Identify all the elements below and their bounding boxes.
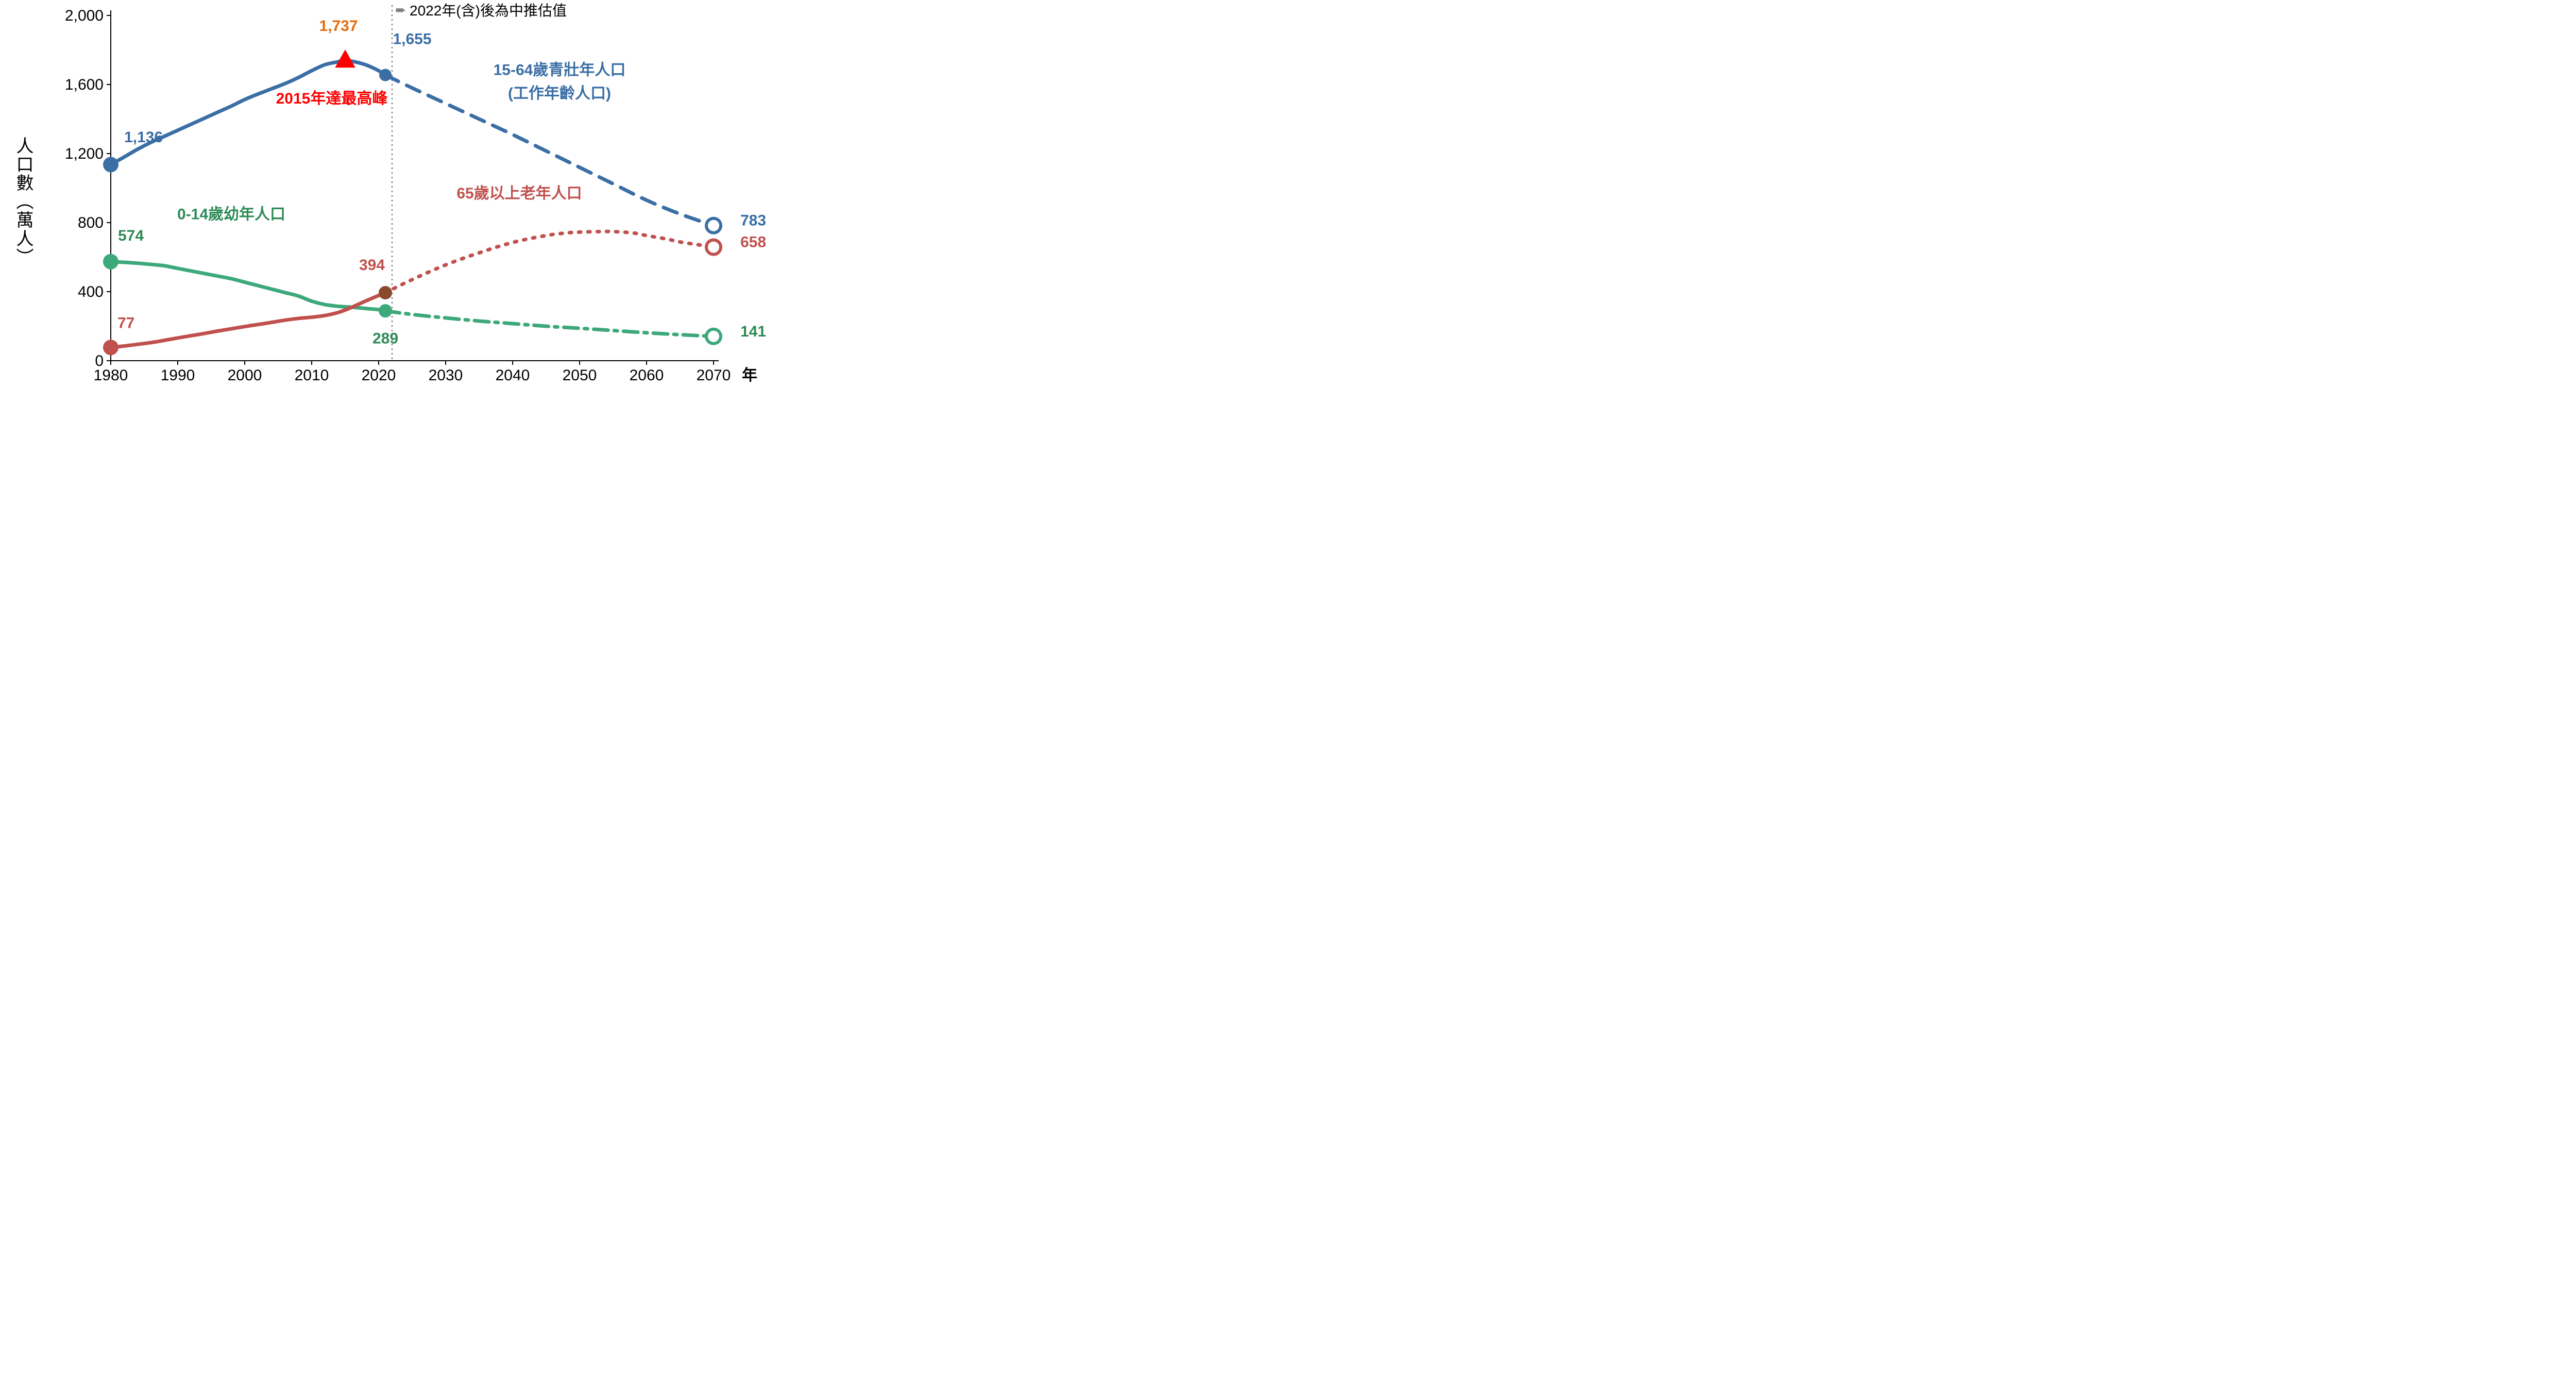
annotation-10: 0-14歲幼年人口: [177, 206, 285, 223]
marker-youth-start: [103, 254, 118, 270]
annotation-2: 77: [117, 314, 134, 331]
y-tick-label: 1,200: [65, 145, 104, 162]
annotation-4: 2015年達最高峰: [276, 90, 388, 107]
marker-working-start: [103, 157, 118, 172]
x-tick-label: 1990: [161, 367, 195, 384]
marker-elderly-projstart: [379, 286, 392, 299]
annotation-11: 65歲以上老年人口: [456, 185, 582, 202]
annotation-5: 1,655: [393, 30, 431, 47]
x-axis-title: 年: [742, 367, 757, 384]
annotation-12: 783: [740, 212, 766, 229]
marker-working-peak: [335, 49, 355, 68]
x-tick-label: 2070: [697, 367, 731, 384]
marker-youth-projstart: [379, 304, 392, 317]
marker-youth-end: [706, 329, 721, 344]
annotation-9: (工作年齡人口): [508, 85, 611, 102]
annotation-14: 141: [740, 323, 766, 340]
y-tick-label: 800: [78, 214, 104, 231]
series-working-historical: [111, 61, 385, 165]
series-youth-projected: [385, 311, 714, 337]
annotation-7: 394: [359, 257, 385, 274]
marker-working-end: [706, 218, 721, 233]
annotation-8: 15-64歲青壯年人口: [494, 62, 626, 79]
projection-arrow-icon: ➨: [395, 2, 406, 18]
marker-working-projstart: [379, 69, 392, 81]
annotation-6: 289: [372, 330, 398, 347]
y-tick-label: 400: [78, 283, 104, 300]
x-tick-label: 2040: [496, 367, 530, 384]
x-tick-label: 2050: [563, 367, 597, 384]
marker-elderly-end: [706, 240, 721, 255]
y-axis-title: 人口數︵萬人︶: [13, 137, 33, 266]
y-tick-label: 1,600: [65, 76, 104, 93]
series-elderly: [103, 231, 721, 355]
series-youth: [103, 254, 721, 344]
x-tick-label: 2060: [630, 367, 664, 384]
series-elderly-projected: [385, 231, 714, 293]
series-elderly-historical: [111, 293, 385, 347]
x-tick-label: 1980: [94, 367, 128, 384]
axes: 04008001,2001,6002,000198019902000201020…: [65, 7, 731, 384]
x-tick-label: 2030: [429, 367, 463, 384]
marker-elderly-start: [103, 340, 118, 355]
projection-note: 2022年(含)後為中推估值: [410, 3, 567, 19]
x-tick-label: 2000: [228, 367, 262, 384]
population-line-chart: 04008001,2001,6002,000198019902000201020…: [0, 0, 798, 400]
annotation-0: 1,136: [124, 129, 163, 146]
annotation-3: 1,737: [319, 18, 358, 35]
y-tick-label: 2,000: [65, 7, 104, 24]
annotation-13: 658: [740, 234, 766, 251]
x-tick-label: 2020: [362, 367, 396, 384]
x-tick-label: 2010: [295, 367, 329, 384]
annotation-1: 574: [118, 227, 144, 244]
series-youth-historical: [111, 262, 385, 311]
